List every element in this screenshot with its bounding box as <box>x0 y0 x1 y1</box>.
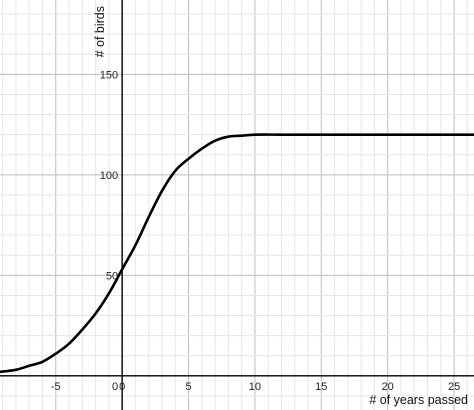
series-line <box>0 133 474 374</box>
series-layer <box>0 133 474 374</box>
y-tick-label: 150 <box>100 69 118 81</box>
x-tick-label: 5 <box>185 381 191 393</box>
y-axis-title: # of birds <box>93 6 107 57</box>
x-tick-label: 20 <box>382 381 394 393</box>
x-axis-title: # of years passed <box>369 393 468 407</box>
x-tick-label: 10 <box>249 381 261 393</box>
origin-tick-label: 0 <box>112 381 118 393</box>
x-tick-label: 15 <box>315 381 327 393</box>
x-tick-label: 25 <box>448 381 460 393</box>
y-tick-label: 50 <box>106 270 118 282</box>
y-tick-label: 100 <box>100 170 118 182</box>
x-tick-label: 0 <box>119 381 125 393</box>
tick-labels: -5 0 5 10 15 20 25 50 100 150 <box>51 69 460 392</box>
x-tick-label: -5 <box>51 381 61 393</box>
